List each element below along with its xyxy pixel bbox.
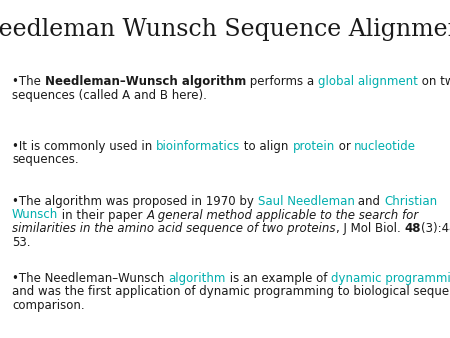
Text: nucleotide: nucleotide [354,140,416,153]
Text: protein: protein [292,140,335,153]
Text: in their paper: in their paper [58,209,147,221]
Text: comparison.: comparison. [12,299,85,312]
Text: sequences.: sequences. [12,153,79,167]
Text: •It is commonly used in: •It is commonly used in [12,140,156,153]
Text: •The Needleman–Wunsch: •The Needleman–Wunsch [12,272,168,285]
Text: algorithm: algorithm [168,272,225,285]
Text: •The: •The [12,75,45,88]
Text: dynamic programming: dynamic programming [331,272,450,285]
Text: Needleman–Wunsch algorithm: Needleman–Wunsch algorithm [45,75,246,88]
Text: global alignment: global alignment [318,75,418,88]
Text: Christian: Christian [384,195,437,208]
Text: on two: on two [418,75,450,88]
Text: and: and [355,195,384,208]
Text: to align: to align [240,140,292,153]
Text: sequences (called A and B here).: sequences (called A and B here). [12,89,207,101]
Text: Needleman Wunsch Sequence Alignment: Needleman Wunsch Sequence Alignment [0,18,450,41]
Text: (3):443-: (3):443- [420,222,450,235]
Text: bioinformatics: bioinformatics [156,140,240,153]
Text: performs a: performs a [246,75,318,88]
Text: 53.: 53. [12,236,31,248]
Text: , J Mol Biol.: , J Mol Biol. [336,222,404,235]
Text: •The algorithm was proposed in 1970 by: •The algorithm was proposed in 1970 by [12,195,257,208]
Text: Wunsch: Wunsch [12,209,58,221]
Text: and was the first application of dynamic programming to biological sequence: and was the first application of dynamic… [12,286,450,298]
Text: A general method applicable to the search for: A general method applicable to the searc… [147,209,419,221]
Text: is an example of: is an example of [225,272,331,285]
Text: 48: 48 [404,222,420,235]
Text: similarities in the amino acid sequence of two proteins: similarities in the amino acid sequence … [12,222,336,235]
Text: Saul Needleman: Saul Needleman [257,195,355,208]
Text: or: or [335,140,354,153]
